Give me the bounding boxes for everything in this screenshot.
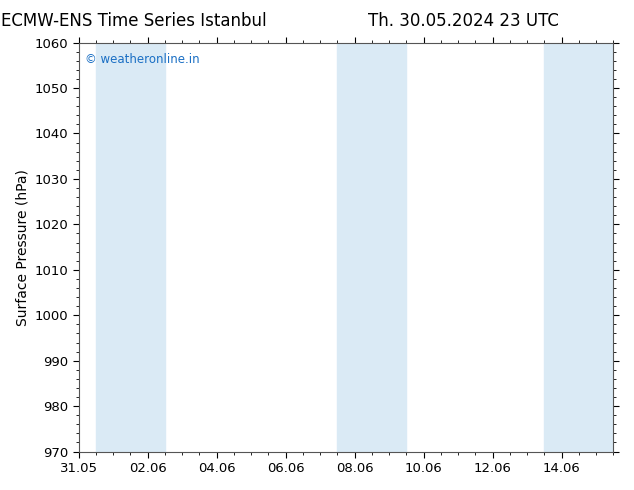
- Text: ECMW-ENS Time Series Istanbul: ECMW-ENS Time Series Istanbul: [1, 12, 266, 30]
- Text: © weatheronline.in: © weatheronline.in: [85, 53, 200, 66]
- Text: Th. 30.05.2024 23 UTC: Th. 30.05.2024 23 UTC: [368, 12, 559, 30]
- Y-axis label: Surface Pressure (hPa): Surface Pressure (hPa): [15, 169, 29, 325]
- Bar: [337, 43, 406, 452]
- Bar: [545, 43, 614, 452]
- Bar: [96, 43, 165, 452]
